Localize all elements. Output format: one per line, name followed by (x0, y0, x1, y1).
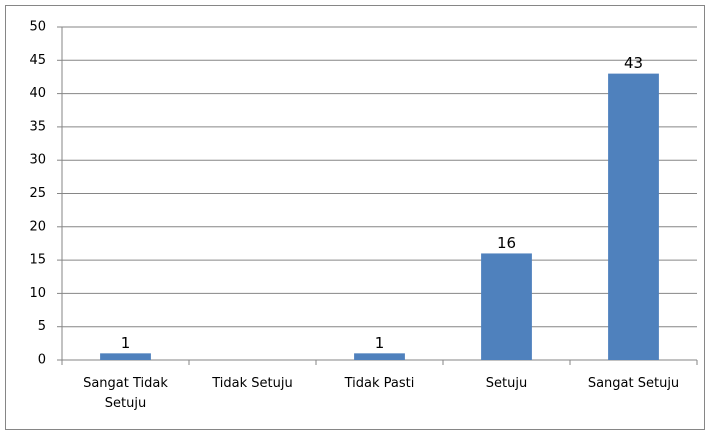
y-tick-label: 25 (29, 186, 46, 201)
x-tick-label: Sangat Setuju (587, 376, 680, 391)
bar (608, 73, 659, 361)
data-label: 1 (121, 334, 131, 352)
y-tick-label: 30 (29, 153, 46, 168)
x-tick-label: Setuju (485, 376, 528, 391)
y-tick-label: 20 (29, 219, 46, 234)
y-tick-label: 50 (29, 20, 46, 35)
bar (100, 353, 151, 360)
chart-border (5, 5, 705, 430)
x-tick-label: Tidak Setuju (212, 376, 293, 391)
y-tick-label: 10 (29, 286, 46, 301)
data-label: 43 (624, 54, 643, 72)
bar (354, 353, 405, 360)
y-tick-label: 45 (29, 53, 46, 68)
data-label: 16 (497, 234, 516, 252)
bar (481, 253, 532, 360)
y-tick-label: 0 (38, 353, 46, 368)
y-tick-label: 5 (38, 319, 46, 334)
data-label: 1 (375, 334, 385, 352)
y-tick-label: 40 (29, 86, 46, 101)
y-tick-label: 35 (29, 119, 46, 134)
y-tick-label: 15 (29, 253, 46, 268)
x-tick-label: Tidak Pasti (344, 376, 415, 391)
x-tick-label: Sangat Tidak Setuju (83, 376, 168, 411)
